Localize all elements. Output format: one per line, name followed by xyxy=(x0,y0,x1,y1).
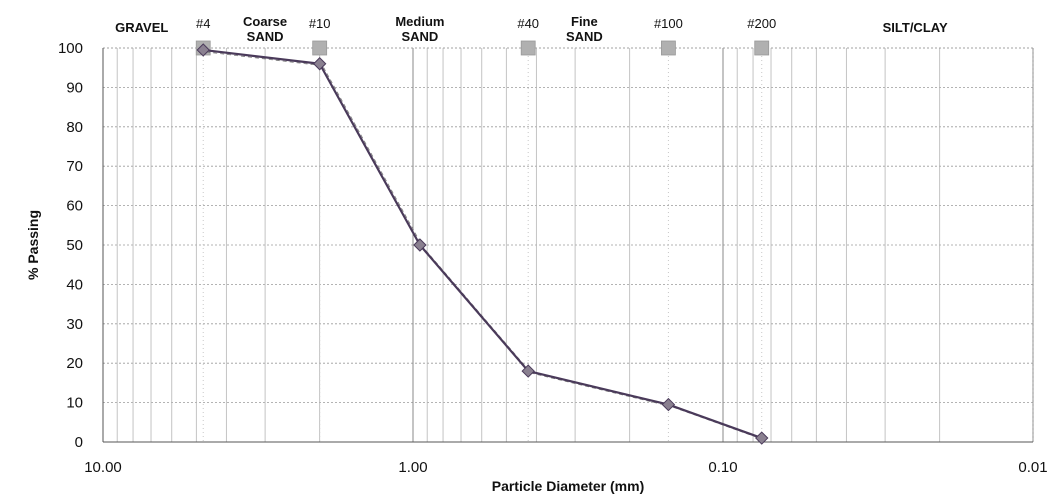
sieve-marker xyxy=(312,40,328,56)
sieve-label: #4 xyxy=(196,16,210,31)
series-trend-line xyxy=(206,51,765,441)
y-tick-label: 30 xyxy=(66,316,83,333)
soil-band-label: Fine xyxy=(571,14,598,29)
data-point xyxy=(755,431,769,445)
soil-band-label: SAND xyxy=(566,29,603,44)
y-tick-label: 40 xyxy=(66,276,83,293)
y-axis-title: % Passing xyxy=(25,210,41,280)
y-tick-label: 10 xyxy=(66,395,83,412)
sieve-label: #10 xyxy=(309,16,331,31)
data-point xyxy=(413,238,427,252)
y-tick-label: 70 xyxy=(66,158,83,175)
series-line xyxy=(203,48,763,440)
soil-band-label: Medium xyxy=(395,14,444,29)
soil-band-label: GRAVEL xyxy=(115,20,168,35)
sieve-marker xyxy=(520,40,536,56)
y-tick-label: 0 xyxy=(75,434,83,451)
data-point xyxy=(196,43,210,57)
y-tick-label: 60 xyxy=(66,198,83,215)
y-tick-label: 50 xyxy=(66,237,83,254)
data-point xyxy=(521,364,535,378)
y-tick-label: 80 xyxy=(66,119,83,136)
x-tick-label: 1.00 xyxy=(398,459,427,476)
x-tick-label: 0.10 xyxy=(708,459,737,476)
sieve-label: #40 xyxy=(517,16,539,31)
data-point xyxy=(661,397,676,412)
soil-band-label: SAND xyxy=(247,29,284,44)
y-tick-label: 100 xyxy=(58,40,83,57)
soil-band-label: Coarse xyxy=(243,14,287,29)
sieve-marker xyxy=(754,40,770,56)
y-tick-label: 90 xyxy=(66,79,83,96)
data-point xyxy=(312,57,327,71)
sieve-label: #100 xyxy=(654,16,683,31)
x-tick-label: 0.01 xyxy=(1018,459,1047,476)
soil-band-label: SAND xyxy=(401,29,438,44)
x-tick-label: 10.00 xyxy=(84,459,122,476)
soil-band-label: SILT/CLAY xyxy=(883,20,948,35)
sieve-label: #200 xyxy=(747,16,776,31)
y-tick-label: 20 xyxy=(66,355,83,372)
sieve-marker xyxy=(661,40,676,56)
x-axis-title: Particle Diameter (mm) xyxy=(492,478,645,494)
